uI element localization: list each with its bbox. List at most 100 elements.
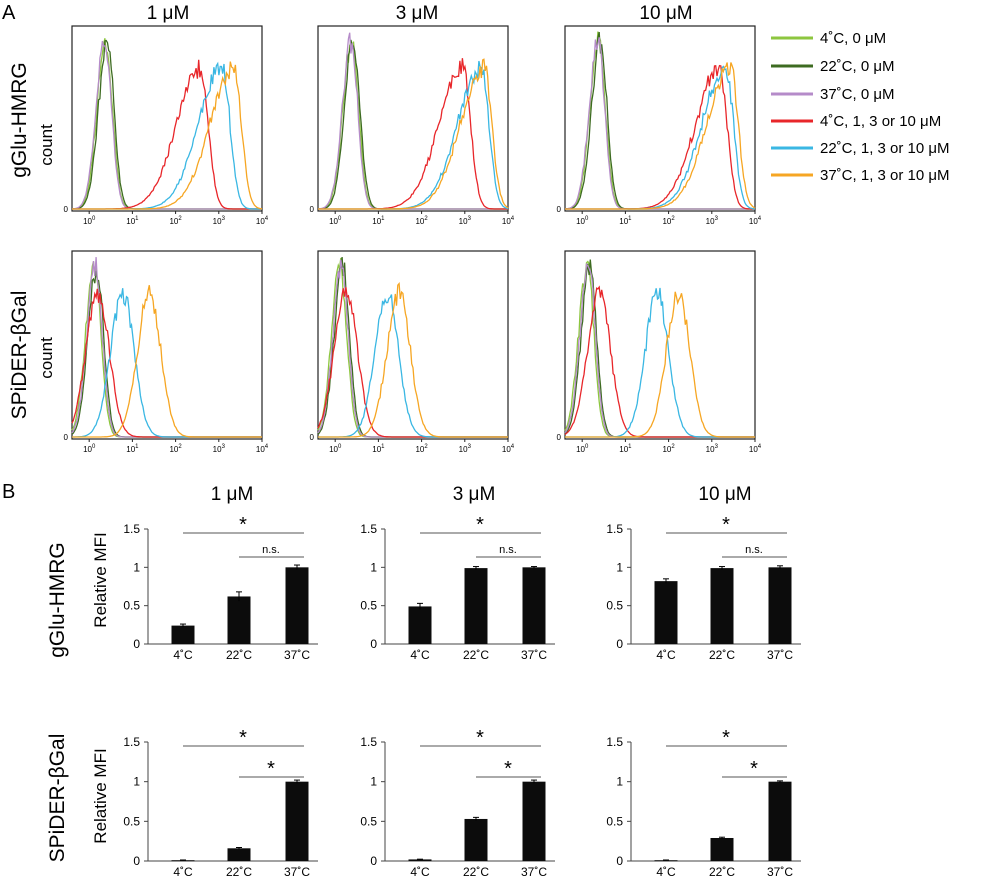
y-tick-label: 0 (557, 205, 562, 214)
x-tick-label: 100 (329, 216, 342, 226)
legend-label-1: 4˚C, 0 μM (820, 30, 886, 47)
row-label-b-spider: SPiDER-βGal (46, 734, 69, 863)
histogram-series-37C_probe (72, 61, 263, 210)
legend-label-2: 22˚C, 0 μM (820, 58, 895, 75)
y-tick-label: 0.5 (123, 814, 140, 828)
histogram-frame (71, 25, 263, 212)
conc-label-a-1: 1 μM (147, 3, 190, 24)
category-label: 4˚C (410, 865, 430, 879)
category-label: 4˚C (656, 865, 676, 879)
bar-0 (654, 581, 678, 644)
y-tick-label: 1 (133, 775, 140, 789)
x-tick-label: 101 (126, 444, 139, 454)
category-label: 37˚C (284, 865, 310, 879)
category-label: 37˚C (767, 648, 793, 662)
panel-a-label: A (2, 2, 16, 24)
y-tick-label: 0.5 (123, 599, 140, 613)
histogram-0-0: 100 101 102 103 104 0 (64, 25, 269, 226)
x-tick-label: 103 (706, 444, 719, 454)
bar-1 (227, 596, 251, 644)
histogram-series-37C_0 (564, 37, 755, 210)
x-tick-label: 104 (502, 216, 515, 226)
bar-0 (408, 859, 432, 861)
bar-1 (710, 568, 734, 644)
bar-2 (768, 567, 792, 644)
x-tick-label: 103 (706, 216, 719, 226)
histogram-series-37C_probe (318, 282, 508, 438)
x-tick-label: 103 (213, 216, 226, 226)
x-tick-label: 104 (749, 216, 762, 226)
y-tick-label: 1.5 (360, 522, 377, 536)
histogram-1-0: 100 101 102 103 104 0 (64, 250, 269, 454)
y-tick-label: 0.5 (606, 814, 623, 828)
row-label-a-spider: SPiDER-βGal (8, 291, 31, 420)
x-tick-label: 101 (372, 216, 385, 226)
y-tick-label: 0 (133, 854, 140, 868)
y-tick-label: 0.5 (360, 599, 377, 613)
histogram-series-37C_0 (317, 32, 508, 210)
bar-2 (522, 567, 546, 644)
histogram-series-37C_0 (317, 259, 508, 438)
count-label-2: count (37, 337, 56, 379)
category-label: 22˚C (226, 865, 252, 879)
y-tick-label: 1.5 (123, 522, 140, 536)
y-tick-label: 1.5 (606, 522, 623, 536)
sig-label-4-37: * (476, 514, 484, 536)
histogram-series-4C_probe (564, 285, 755, 438)
bar-1 (710, 837, 734, 861)
sig-label-4-37: * (722, 514, 730, 536)
histogram-0-2: 100 101 102 103 104 0 (557, 25, 762, 226)
row-label-a-ggluhmrg: gGlu-HMRG (8, 62, 31, 178)
row-label-b-ggluhmrg: gGlu-HMRG (46, 542, 69, 658)
sig-label-4-37: * (722, 727, 730, 749)
histogram-series-37C_probe (72, 285, 262, 438)
histogram-series-37C_probe (565, 291, 755, 438)
category-label: 22˚C (709, 865, 735, 879)
histogram-frame (564, 25, 756, 212)
y-tick-label: 0 (64, 205, 69, 214)
panel-b-label: B (2, 481, 15, 503)
histogram-series-4C_0 (317, 257, 508, 438)
conc-label-b-1: 1 μM (211, 484, 254, 505)
y-tick-label: 0 (616, 637, 623, 651)
sig-label-22-37: * (504, 758, 512, 780)
y-tick-label: 1.5 (123, 735, 140, 749)
x-tick-label: 101 (126, 216, 139, 226)
histogram-series-37C_probe (565, 62, 756, 210)
x-tick-label: 102 (415, 444, 428, 454)
y-tick-label: 1 (370, 775, 377, 789)
bar-2 (285, 781, 309, 861)
barchart-1-0: 0 0.5 1 1.5 4˚C 22˚C 37˚C * * (123, 727, 318, 879)
bar-2 (285, 567, 309, 644)
x-tick-label: 104 (749, 444, 762, 454)
histogram-frame (564, 250, 756, 440)
sig-label-22-37: * (750, 758, 758, 780)
bar-2 (522, 781, 546, 861)
bar-0 (171, 625, 195, 644)
legend: 4˚C, 0 μM 22˚C, 0 μM 37˚C, 0 μM 4˚C, 1, … (771, 30, 950, 184)
barchart-0-0: 0 0.5 1 1.5 4˚C 22˚C 37˚C * n.s. (123, 514, 318, 662)
bar-0 (408, 606, 432, 644)
histogram-1-1: 100 101 102 103 104 0 (310, 250, 515, 454)
y-tick-label: 0 (310, 433, 315, 442)
x-tick-label: 102 (169, 444, 182, 454)
conc-label-b-3: 10 μM (698, 484, 751, 505)
bar-1 (464, 568, 488, 644)
x-tick-label: 104 (502, 444, 515, 454)
histogram-series-22C_0 (564, 259, 755, 438)
legend-label-5: 22˚C, 1, 3 or 10 μM (820, 140, 950, 157)
category-label: 22˚C (463, 865, 489, 879)
barchart-1-1: 0 0.5 1 1.5 4˚C 22˚C 37˚C * * (360, 727, 555, 879)
bar-0 (654, 860, 678, 862)
barchart-0-1: 0 0.5 1 1.5 4˚C 22˚C 37˚C * n.s. (360, 514, 555, 662)
legend-label-3: 37˚C, 0 μM (820, 86, 895, 103)
y-tick-label: 1.5 (360, 735, 377, 749)
legend-label-4: 4˚C, 1, 3 or 10 μM (820, 113, 941, 130)
sig-label-4-37: * (239, 727, 247, 749)
bar-1 (227, 848, 251, 861)
category-label: 37˚C (767, 865, 793, 879)
category-label: 37˚C (521, 648, 547, 662)
x-tick-label: 102 (169, 216, 182, 226)
histogram-series-22C_0 (317, 257, 508, 438)
